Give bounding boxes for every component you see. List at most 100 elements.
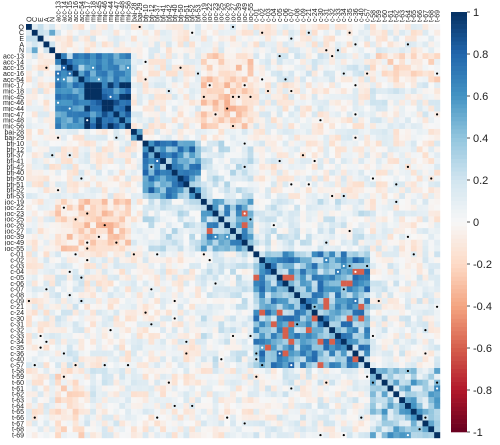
heatmap-cell: [55, 29, 62, 36]
heatmap-cell: [247, 251, 254, 258]
heatmap-cell: [142, 82, 149, 89]
heatmap-cell: [364, 99, 371, 106]
heatmap-cell: [200, 134, 207, 141]
heatmap-cell: [31, 82, 38, 89]
heatmap-cell: [148, 315, 155, 322]
heatmap-cell: [346, 385, 353, 392]
heatmap-cell: [113, 321, 120, 328]
heatmap-cell: [358, 163, 365, 170]
heatmap-cell: [26, 134, 33, 141]
heatmap-cell: [101, 146, 108, 153]
heatmap-cell: [317, 379, 324, 386]
heatmap-cell: [393, 368, 400, 375]
heatmap-cell: [95, 222, 102, 229]
heatmap-cell: [66, 327, 73, 334]
heatmap-cell: [154, 356, 161, 363]
heatmap-cell: [148, 379, 155, 386]
heatmap-cell: [270, 35, 277, 42]
heatmap-cell: [107, 228, 114, 235]
heatmap-cell: [206, 338, 213, 345]
heatmap-cell: [119, 181, 126, 188]
heatmap-cell: [434, 128, 441, 135]
heatmap-cell: [317, 286, 324, 293]
heatmap-cell: [247, 315, 254, 322]
heatmap-cell: [405, 82, 412, 89]
heatmap-cell: [434, 117, 441, 124]
heatmap-cell: [55, 93, 62, 100]
heatmap-cell: [37, 257, 44, 264]
heatmap-cell: [60, 315, 68, 322]
heatmap-cell: [119, 93, 126, 100]
heatmap-cell: [276, 228, 283, 235]
heatmap-cell: [300, 76, 307, 83]
heatmap-cell: [305, 163, 312, 170]
heatmap-cell: [422, 368, 429, 375]
heatmap-cell: [428, 58, 435, 66]
heatmap-cell: [300, 105, 307, 112]
heatmap-cell: [78, 24, 85, 31]
heatmap-cell: [101, 280, 108, 287]
heatmap-cell: [95, 210, 102, 217]
heatmap-cell: [142, 420, 149, 427]
heatmap-cell: [224, 245, 231, 252]
heatmap-cell: [358, 309, 365, 316]
heatmap-cell: [375, 385, 382, 392]
heatmap-cell: [189, 385, 196, 392]
heatmap-cell: [399, 146, 406, 153]
heatmap-cell: [101, 350, 108, 357]
heatmap-cell: [60, 403, 68, 410]
heatmap-cell: [148, 338, 155, 345]
heatmap-cell: [90, 286, 97, 293]
heatmap-cell: [37, 146, 44, 153]
heatmap-cell: [113, 64, 120, 71]
heatmap-cell: [370, 29, 377, 36]
heatmap-cell: [95, 99, 102, 106]
heatmap-cell: [189, 292, 196, 299]
heatmap-cell: [107, 35, 114, 42]
heatmap-cell: [206, 403, 213, 410]
heatmap-cell: [399, 134, 406, 141]
heatmap-cell: [317, 134, 324, 141]
heatmap-cell: [276, 210, 283, 217]
heatmap-cell: [253, 239, 260, 246]
heatmap-cell: [119, 263, 126, 270]
heatmap-cell: [113, 257, 120, 264]
heatmap-cell: [107, 140, 114, 147]
heatmap-cell: [136, 134, 143, 141]
heatmap-cell: [282, 158, 289, 165]
heatmap-cell: [171, 99, 178, 106]
heatmap-cell: [78, 140, 85, 147]
heatmap-cell: [60, 303, 68, 310]
heatmap-cell: [294, 198, 301, 205]
heatmap-cell: [346, 128, 353, 135]
heatmap-cell: [195, 245, 202, 252]
heatmap-cell: [317, 163, 324, 170]
heatmap-cell: [224, 286, 231, 293]
heatmap-cell: [212, 47, 219, 54]
heatmap-cell: [393, 70, 400, 77]
heatmap-cell: [375, 292, 382, 299]
heatmap-cell: [130, 152, 137, 159]
heatmap-cell: [113, 24, 120, 31]
heatmap-cell: [66, 321, 73, 328]
heatmap-cell: [84, 309, 91, 316]
heatmap-cell: [148, 373, 155, 380]
heatmap-cell: [329, 140, 336, 147]
heatmap-cell: [177, 333, 184, 340]
heatmap-cell: [72, 426, 79, 433]
heatmap-cell: [428, 268, 435, 275]
heatmap-cell: [253, 140, 260, 147]
heatmap-cell: [282, 414, 289, 421]
heatmap-cell: [416, 134, 423, 141]
heatmap-cell: [224, 333, 231, 340]
heatmap-cell: [200, 117, 207, 124]
heatmap-cell: [358, 175, 365, 182]
heatmap-cell: [43, 268, 50, 275]
heatmap-cell: [416, 309, 423, 316]
heatmap-cell: [410, 187, 417, 194]
heatmap-cell: [399, 391, 406, 398]
heatmap-cell: [259, 321, 266, 328]
heatmap-cell: [200, 239, 207, 246]
heatmap-cell: [55, 239, 62, 246]
heatmap-cell: [95, 385, 102, 392]
